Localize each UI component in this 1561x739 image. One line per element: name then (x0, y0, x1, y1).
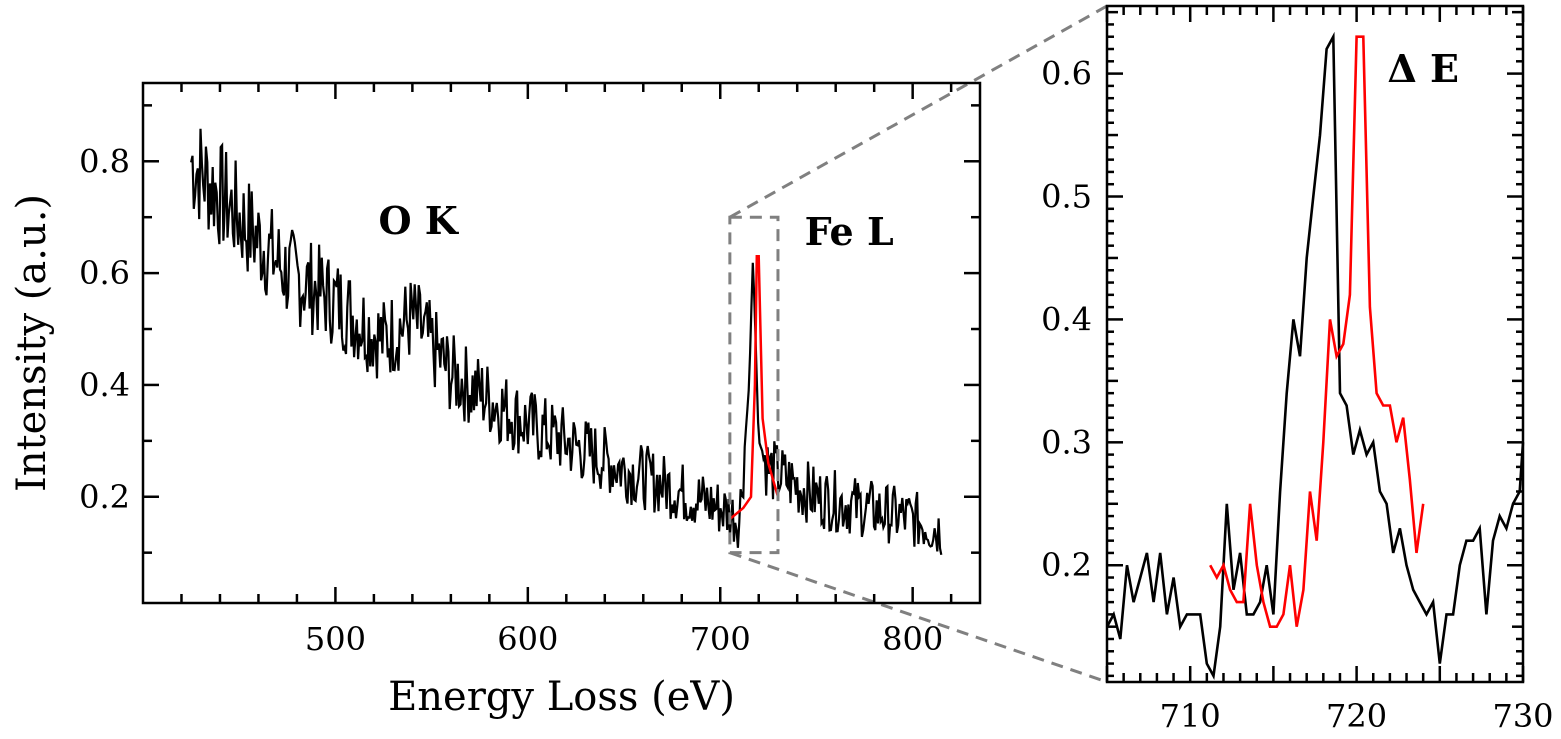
zoom-connector-lines (729, 4, 1108, 684)
main-series-red-line (729, 255, 780, 521)
inset-y-tick-label: 0.4 (1041, 300, 1092, 338)
connector-bottom (729, 551, 1108, 684)
inset-series-black-line (1105, 31, 1525, 681)
main-axes-frame (141, 81, 982, 605)
inset-x-tick-label: 710 (1160, 697, 1221, 735)
inset-y-tick-label: 0.5 (1041, 178, 1092, 216)
x-axis-label: Energy Loss (eV) (388, 674, 735, 720)
y-tick-label: 0.6 (79, 254, 130, 292)
inset-ticks (1105, 6, 1525, 682)
inset-axes-frame (1105, 4, 1525, 684)
zoom-region-box (728, 215, 780, 555)
inset-series-red-line (1209, 35, 1425, 629)
annotation-delta-e: Δ E (1387, 46, 1459, 91)
connector-top (729, 4, 1108, 219)
inset-x-tick-label: 730 (1492, 697, 1553, 735)
x-tick-label: 500 (305, 620, 366, 658)
y-tick-label: 0.8 (79, 142, 130, 180)
annotation-fe-l: Fe L (805, 209, 894, 254)
x-tick-label: 600 (497, 620, 558, 658)
inset-y-tick-label: 0.6 (1041, 55, 1092, 93)
annotation-o-k: O K (378, 198, 459, 243)
main-series-black-line (190, 128, 943, 556)
main-ticks (143, 83, 980, 603)
x-tick-label: 700 (690, 620, 751, 658)
x-tick-label: 800 (882, 620, 943, 658)
inset-chart: 710 720 730 0.2 0.3 0.4 0.5 0.6 Δ E (1041, 4, 1554, 735)
inset-y-tick-label: 0.2 (1041, 546, 1092, 584)
inset-x-tick-label: 720 (1326, 697, 1387, 735)
y-tick-label: 0.4 (79, 366, 130, 404)
y-axis-label: Intensity (a.u.) (9, 194, 55, 492)
inset-y-tick-label: 0.3 (1041, 423, 1092, 461)
main-chart: 500 600 700 800 0.2 0.4 0.6 0.8 Energy Loss (e… (9, 81, 982, 720)
y-tick-label: 0.2 (79, 478, 130, 516)
